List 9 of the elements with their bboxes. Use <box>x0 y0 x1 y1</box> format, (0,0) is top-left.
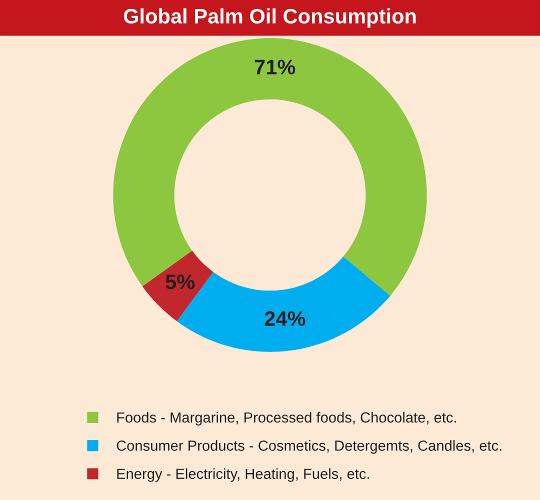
data-label: 24% <box>264 311 306 326</box>
donut-slice <box>113 38 427 296</box>
data-label: 71% <box>254 60 296 74</box>
legend-label: Energy - Electricity, Heating, Fuels, etc. <box>117 468 369 482</box>
donut-slice <box>142 250 214 322</box>
legend-label: Foods - Margarine, Processed foods, Chocolate, etc. <box>117 412 456 426</box>
data-label: 5% <box>166 274 195 290</box>
chart-title: Global Palm Oil Consumption <box>124 8 416 28</box>
legend-label: Consumer Products - Cosmetics, Detergemts, Candles, etc. <box>116 440 502 454</box>
